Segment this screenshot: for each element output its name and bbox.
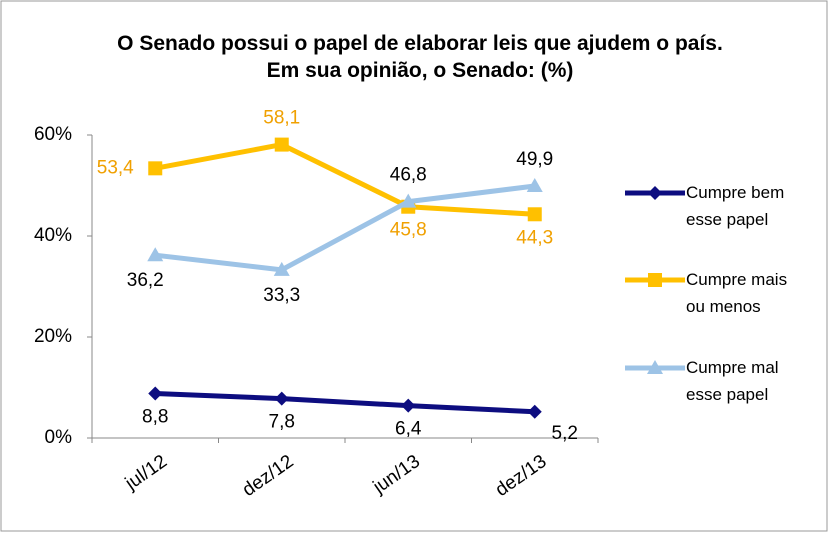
legend-label: Cumpre mal esse papel — [686, 358, 779, 405]
data-label: 7,8 — [269, 412, 295, 433]
y-tick-label: 20% — [34, 326, 72, 347]
series-line — [154, 183, 536, 273]
legend-marker — [647, 360, 663, 374]
data-label: 45,8 — [390, 220, 427, 241]
data-point — [274, 391, 289, 406]
legend-label: Cumpre mais ou menos — [686, 270, 788, 317]
data-label: 8,8 — [142, 407, 168, 428]
legend-marker — [648, 186, 662, 200]
data-label: 49,9 — [516, 149, 553, 170]
x-tick-label: dez/12 — [239, 451, 298, 501]
data-point — [526, 178, 543, 193]
legend-marker — [648, 273, 662, 287]
data-point — [148, 161, 163, 176]
series-line — [155, 391, 535, 415]
data-label: 58,1 — [263, 108, 300, 129]
data-point — [273, 261, 290, 276]
x-tick-label: jun/13 — [369, 451, 424, 498]
data-label: 5,2 — [552, 423, 578, 444]
data-label: 33,3 — [263, 285, 300, 306]
data-point — [148, 386, 163, 401]
data-point — [274, 137, 289, 152]
x-tick-label: dez/13 — [492, 451, 551, 501]
data-point — [401, 398, 416, 413]
data-label: 46,8 — [390, 165, 427, 186]
series-line — [154, 142, 535, 217]
data-label: 36,2 — [127, 270, 164, 291]
data-point — [400, 193, 417, 208]
data-point — [147, 247, 164, 262]
data-point — [527, 207, 542, 222]
data-label: 53,4 — [97, 157, 134, 178]
x-tick-label: jul/12 — [121, 451, 171, 495]
data-point — [527, 404, 542, 419]
data-label: 6,4 — [395, 419, 422, 440]
chart-title: O Senado possui o papel de elaborar leis… — [117, 32, 723, 83]
y-tick-label: 0% — [45, 427, 73, 448]
legend-label: Cumpre bem esse papel — [686, 183, 785, 230]
y-tick-label: 40% — [34, 225, 72, 246]
data-label: 44,3 — [516, 227, 553, 248]
y-tick-label: 60% — [34, 124, 72, 145]
